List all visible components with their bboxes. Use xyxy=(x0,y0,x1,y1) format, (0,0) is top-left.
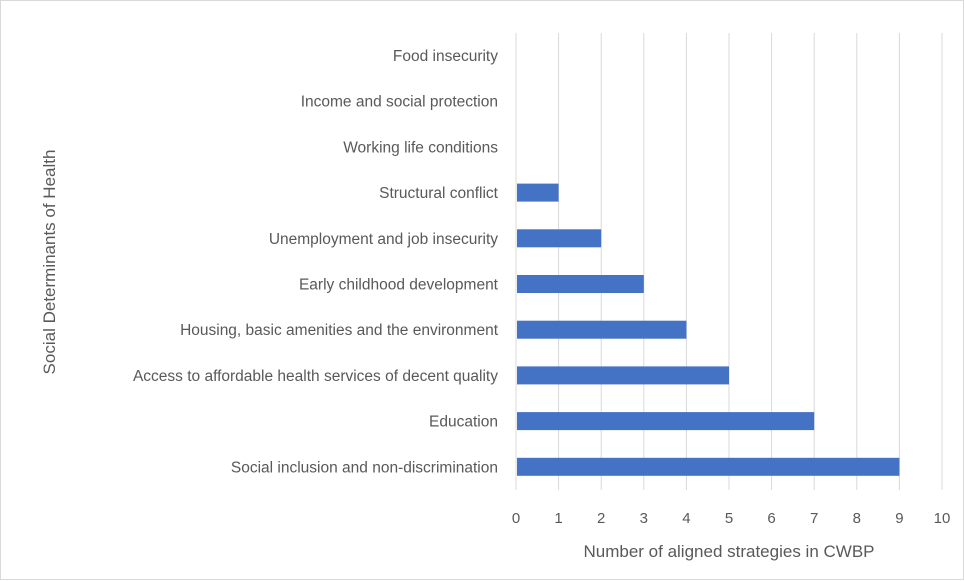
category-label: Social inclusion and non-discrimination xyxy=(231,459,498,476)
x-tick-label: 4 xyxy=(682,510,690,527)
x-tick-labels: 0 1 2 3 4 5 6 7 8 9 10 xyxy=(512,510,951,527)
bar xyxy=(517,229,602,248)
bars xyxy=(517,183,900,476)
x-tick-label: 9 xyxy=(895,510,903,527)
x-tick-label: 2 xyxy=(597,510,605,527)
bar xyxy=(517,457,900,476)
category-label: Working life conditions xyxy=(343,139,498,156)
bar xyxy=(517,412,815,431)
category-label: Unemployment and job insecurity xyxy=(269,231,498,248)
category-label: Income and social protection xyxy=(301,94,498,111)
x-tick-label: 1 xyxy=(554,510,562,527)
category-label: Food insecurity xyxy=(393,48,498,65)
x-tick-label: 7 xyxy=(810,510,818,527)
category-label: Education xyxy=(429,414,498,431)
x-axis-title: Number of aligned strategies in CWBP xyxy=(583,542,874,561)
grid-lines xyxy=(515,33,943,490)
bar xyxy=(517,366,729,385)
category-label: Early childhood development xyxy=(299,277,499,294)
category-label: Access to affordable health services of … xyxy=(133,368,498,385)
category-label: Housing, basic amenities and the environ… xyxy=(180,322,499,339)
x-tick-label: 0 xyxy=(512,510,520,527)
x-tick-label: 8 xyxy=(853,510,861,527)
category-labels: Food insecurity Income and social protect… xyxy=(133,48,499,476)
bar xyxy=(517,320,687,339)
x-tick-label: 6 xyxy=(767,510,775,527)
x-tick-label: 10 xyxy=(934,510,951,527)
y-axis-title: Social Determinants of Health xyxy=(40,150,59,375)
bar xyxy=(517,183,559,202)
category-label: Structural conflict xyxy=(379,185,499,202)
bar xyxy=(517,275,644,293)
x-tick-label: 3 xyxy=(640,510,648,527)
x-tick-label: 5 xyxy=(725,510,733,527)
